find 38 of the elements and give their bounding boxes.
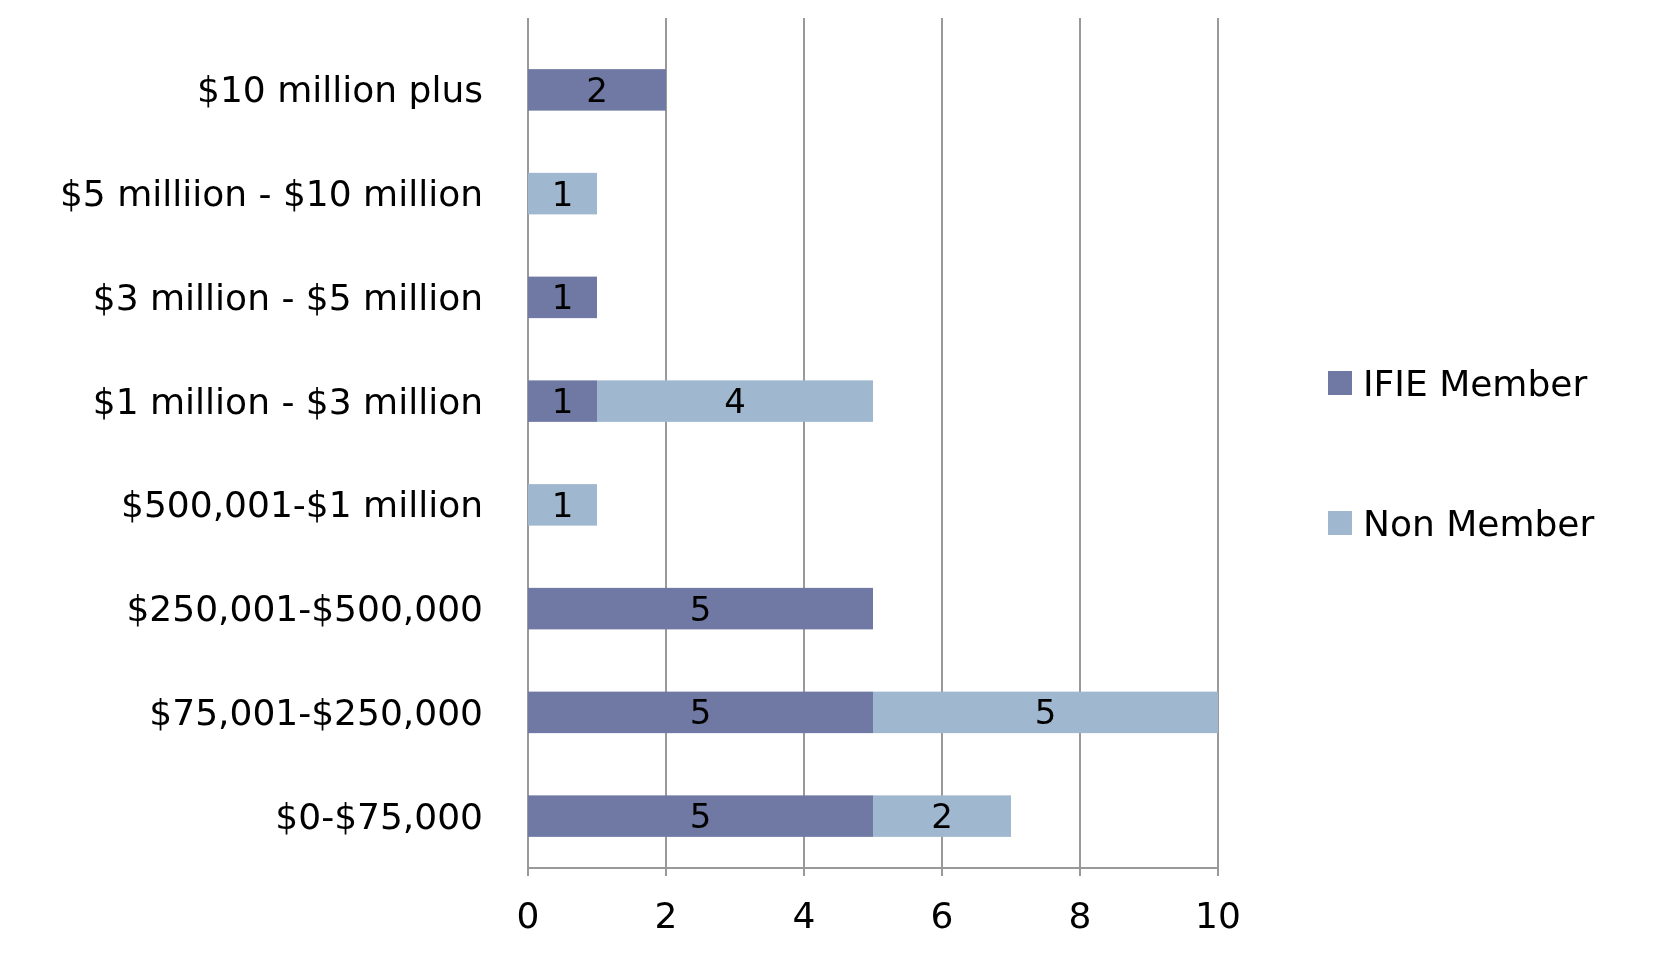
data-label: 5 bbox=[689, 796, 712, 837]
bar bbox=[528, 69, 666, 111]
bar bbox=[528, 484, 597, 526]
bar bbox=[873, 691, 1218, 734]
data-label: 4 bbox=[724, 381, 746, 422]
bar bbox=[528, 380, 597, 422]
x-tick-label: 6 bbox=[930, 895, 954, 936]
x-tick-label: 0 bbox=[516, 895, 540, 936]
x-tick-label: 10 bbox=[1195, 895, 1241, 936]
x-tick-label: 2 bbox=[654, 895, 678, 936]
y-tick-label: $10 million plus bbox=[197, 69, 483, 111]
x-tick-label: 4 bbox=[792, 895, 816, 936]
y-tick-label: $250,001-$500,000 bbox=[126, 588, 483, 630]
x-tick-label: 8 bbox=[1068, 895, 1092, 936]
y-tick-label: $3 million - $5 million bbox=[92, 276, 483, 318]
data-label: 1 bbox=[551, 484, 574, 525]
data-label: 1 bbox=[551, 277, 574, 318]
y-tick-label: $75,001-$250,000 bbox=[149, 691, 483, 733]
data-label: 1 bbox=[551, 173, 574, 214]
y-tick-label: $500,001-$1 million bbox=[121, 484, 483, 526]
data-label: 5 bbox=[689, 692, 712, 733]
bar bbox=[597, 380, 873, 422]
bar bbox=[873, 795, 1011, 837]
data-label: 2 bbox=[931, 796, 953, 837]
bar bbox=[528, 691, 873, 734]
bar bbox=[528, 276, 597, 319]
y-tick-label: $0-$75,000 bbox=[275, 795, 483, 837]
bar bbox=[528, 587, 873, 630]
data-label: 5 bbox=[689, 588, 712, 629]
legend-label: Non Member bbox=[1363, 502, 1595, 544]
y-tick-label: $1 million - $3 million bbox=[92, 380, 483, 422]
data-label: 1 bbox=[551, 381, 574, 422]
y-tick-label: $5 milliion - $10 million bbox=[59, 173, 483, 215]
data-label: 2 bbox=[586, 69, 608, 110]
bar bbox=[528, 795, 873, 837]
legend-label: IFIE Member bbox=[1363, 362, 1588, 404]
bar bbox=[528, 172, 597, 215]
data-label: 5 bbox=[1034, 692, 1057, 733]
